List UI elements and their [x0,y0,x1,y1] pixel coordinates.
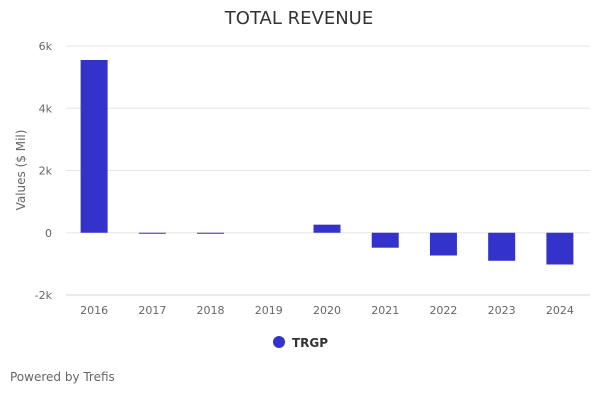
legend-marker-icon [273,336,285,348]
x-tick-label: 2016 [80,304,108,317]
y-tick-label: 6k [39,40,53,53]
credit-text: Powered by Trefis [10,370,115,384]
x-tick-label: 2024 [546,304,574,317]
x-tick-label: 2020 [313,304,341,317]
bar-2021[interactable] [371,232,399,248]
y-tick-label: 0 [45,227,52,240]
bar-2022[interactable] [429,232,457,256]
y-tick-label: 2k [39,165,53,178]
x-tick-label: 2017 [138,304,166,317]
chart-title: TOTAL REVENUE [224,8,373,29]
bar-2017[interactable] [138,232,166,234]
legend-label[interactable]: TRGP [292,336,328,350]
x-tick-label: 2019 [255,304,283,317]
legend[interactable]: TRGP [273,336,328,350]
bar-2016[interactable] [80,60,108,233]
y-axis-label: Values ($ Mil) [14,130,28,211]
y-tick-label: -2k [35,289,53,302]
bar-2024[interactable] [546,232,574,265]
bar-2023[interactable] [488,232,516,261]
x-tick-label: 2021 [371,304,399,317]
bar-2020[interactable] [313,224,341,233]
y-tick-label: 4k [39,102,53,115]
bar-2018[interactable] [197,232,225,234]
x-tick-label: 2022 [429,304,457,317]
x-tick-label: 2018 [197,304,225,317]
x-tick-label: 2023 [488,304,516,317]
